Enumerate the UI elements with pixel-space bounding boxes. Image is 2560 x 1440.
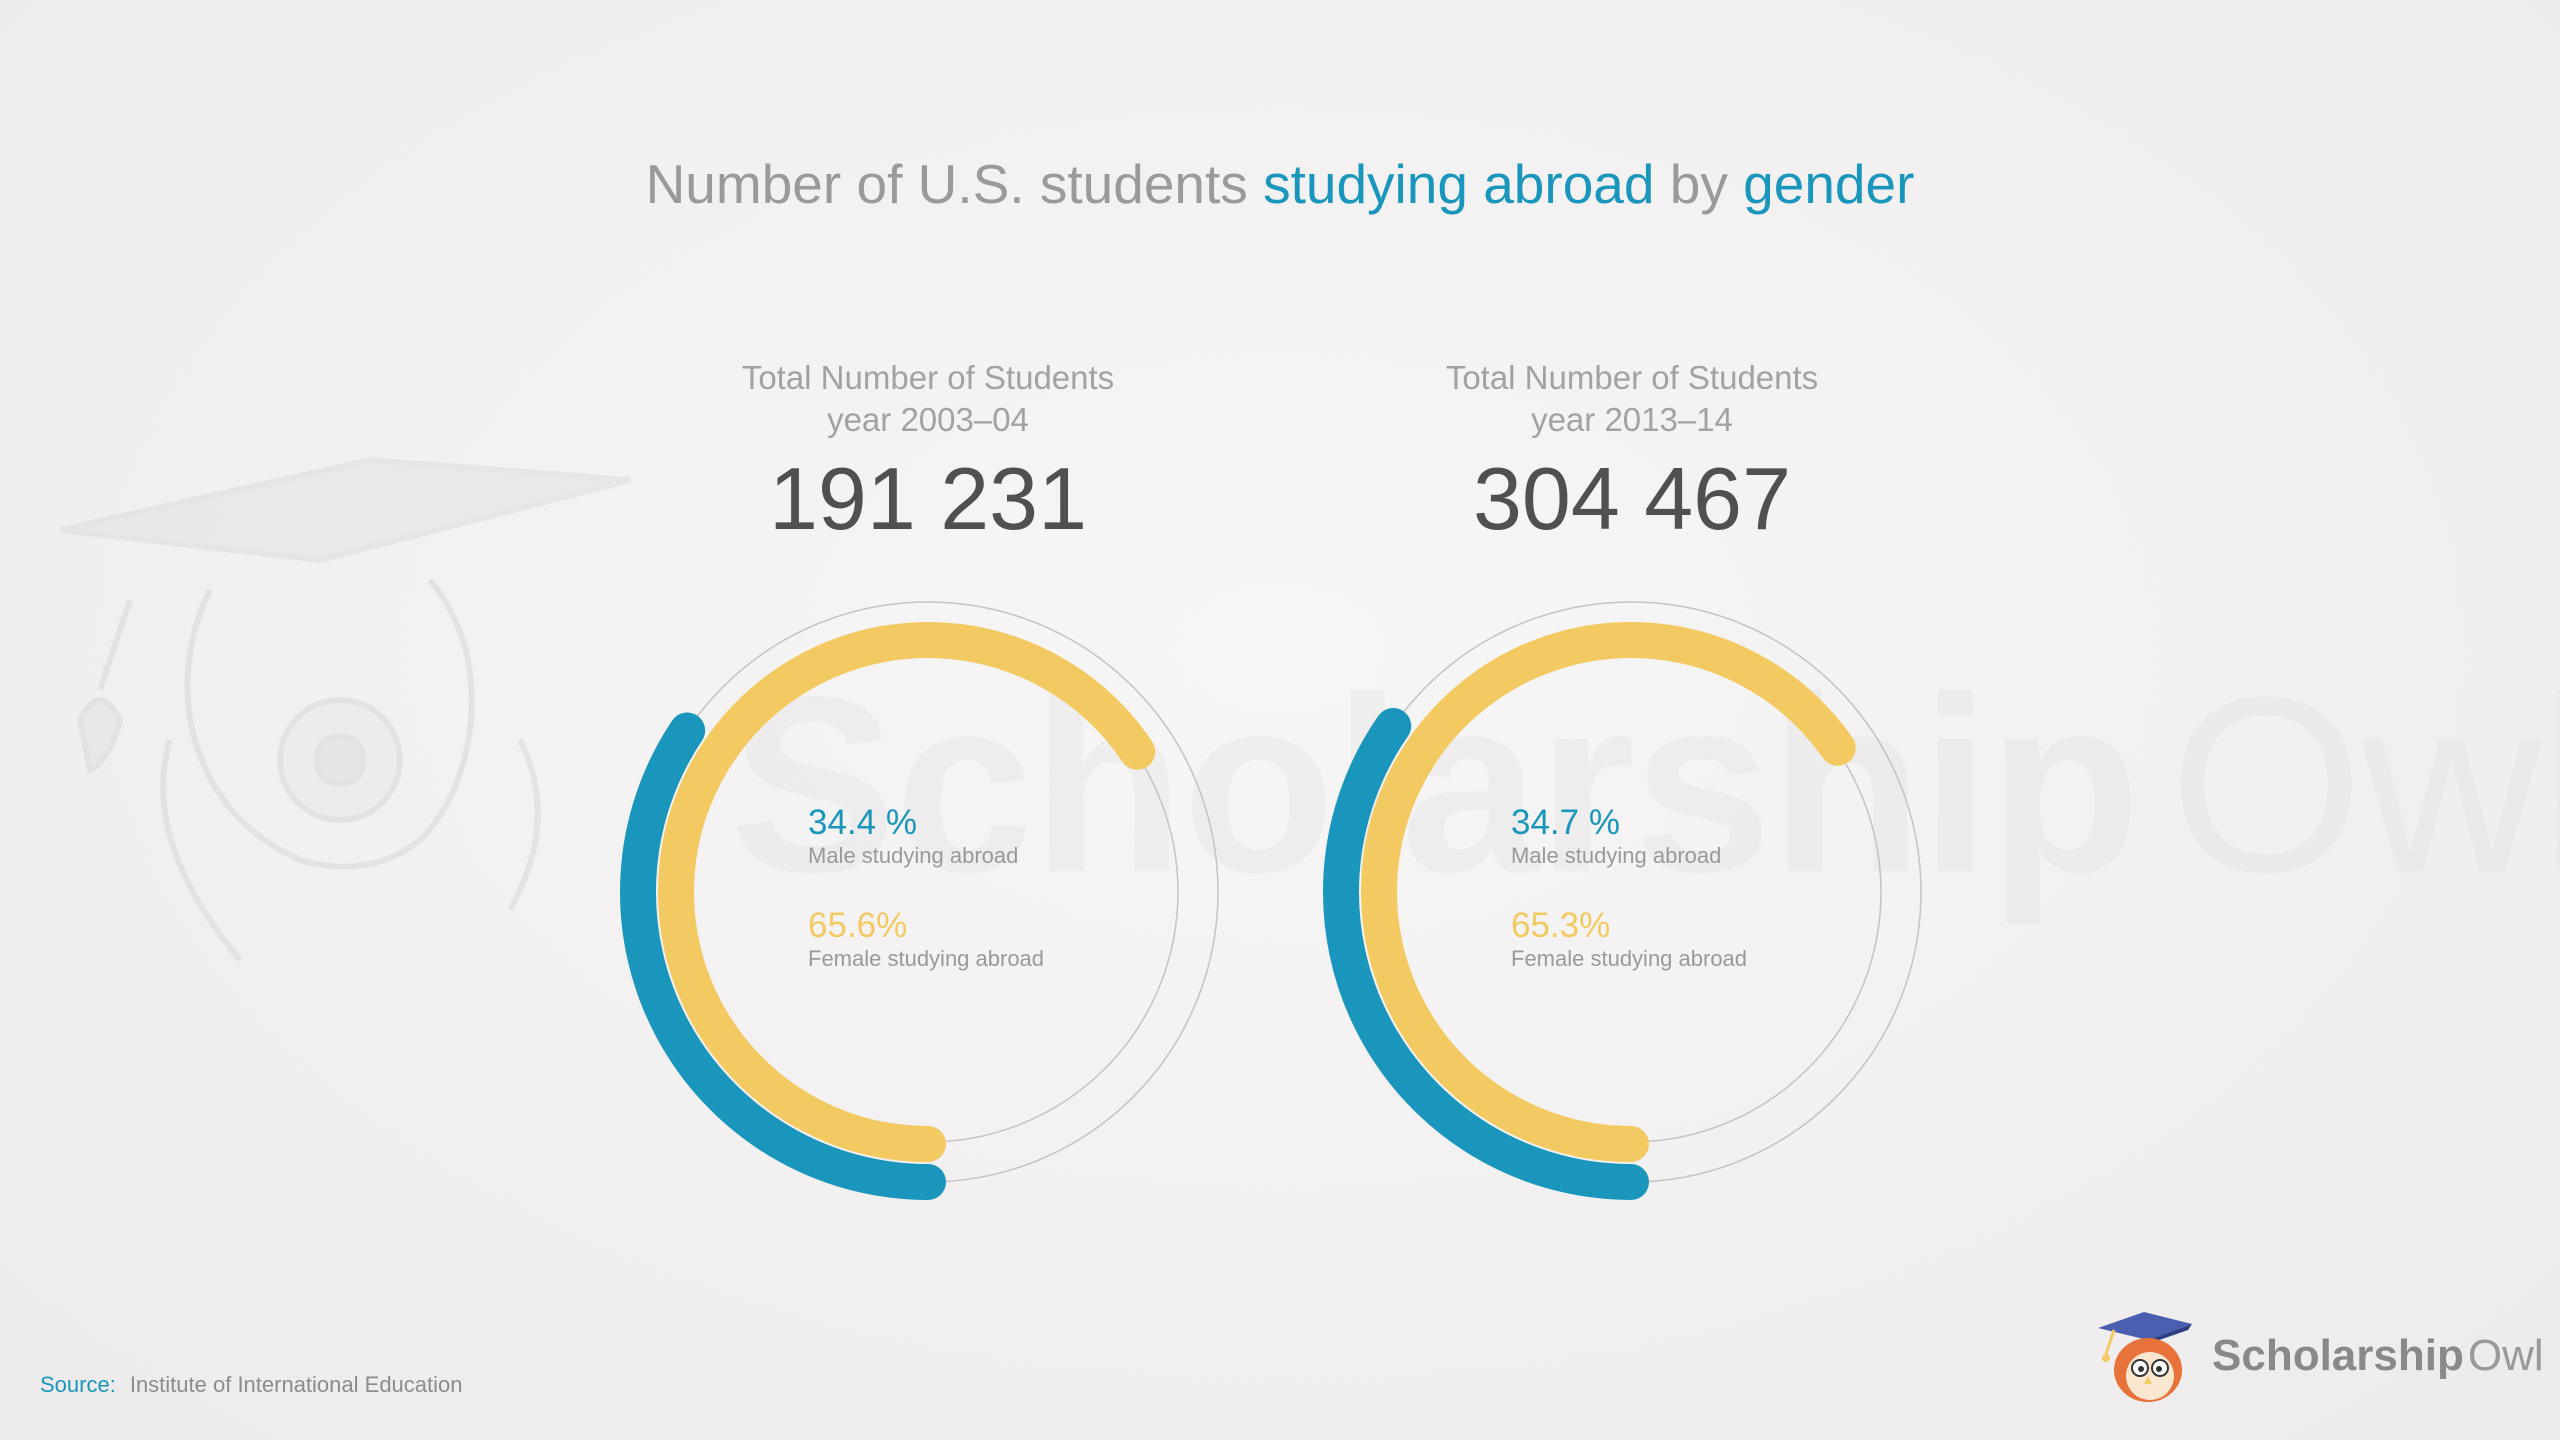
panel-1-title: Total Number of Students [741, 359, 1115, 396]
watermark-light-word: Owl [2168, 645, 2560, 924]
panel-2-female-value: 65.3% [1511, 906, 1611, 945]
donut-chart-2003 [620, 601, 1219, 1200]
scholarship-owl-logo: ScholarshipOwl [2092, 1306, 2544, 1406]
panel-2-female-stat: 65.3% Female studying abroad [1511, 906, 1747, 972]
source-value: Institute of International Education [129, 1372, 463, 1397]
watermark-bold-word: Scholarship [730, 645, 2141, 924]
panel-2-total: 304 467 [1472, 449, 1792, 548]
male-share-arc [620, 712, 946, 1200]
title-part-2: studying abroad [1263, 153, 1655, 215]
logo-bold-word: Scholarship [2212, 1331, 2464, 1380]
panel-2-title: Total Number of Students [1445, 359, 1819, 396]
panel-1-heading: Total Number of Students year 2003–04 [648, 357, 1208, 441]
panel-1-female-label: Female studying abroad [808, 946, 1045, 971]
logo-wordmark: ScholarshipOwl [2212, 1334, 2544, 1378]
panel-2-heading: Total Number of Students year 2013–14 [1352, 357, 1912, 441]
brand-watermark: Scholarship Owl [730, 660, 2560, 910]
panel-1-male-label: Male studying abroad [808, 843, 1019, 868]
panel-1-female-value: 65.6% [808, 906, 908, 945]
panel-2-male-value: 34.7 % [1511, 803, 1620, 842]
panel-2-female-label: Female studying abroad [1511, 946, 1748, 971]
owl-watermark-icon [59, 456, 631, 962]
logo-light-word: Owl [2467, 1331, 2544, 1380]
panel-1-male-value: 34.4 % [808, 803, 917, 842]
panel-1-year: year 2003–04 [827, 401, 1029, 438]
source-label: Source: [40, 1372, 116, 1397]
female-share-arc [658, 622, 1156, 1162]
panel-2-male-stat: 34.7 % Male studying abroad [1511, 803, 1721, 869]
panel-1-male-stat: 34.4 % Male studying abroad [808, 803, 1018, 869]
page-title: Number of U.S. students studying abroad … [0, 152, 2560, 216]
panel-2-year: year 2013–14 [1531, 401, 1733, 438]
male-share-arc [1323, 707, 1649, 1200]
title-part-4: gender [1743, 153, 1915, 215]
title-part-3: by [1654, 153, 1744, 215]
title-part-1: Number of U.S. students [645, 153, 1264, 215]
panel-1-female-stat: 65.6% Female studying abroad [808, 906, 1044, 972]
source-note: Source: Institute of International Educat… [40, 1372, 463, 1398]
female-share-arc [1361, 622, 1856, 1162]
owl-logo-icon [2098, 1312, 2192, 1402]
panel-2-male-label: Male studying abroad [1511, 843, 1722, 868]
panel-1-total: 191 231 [768, 449, 1088, 548]
donut-chart-2013 [1323, 601, 1922, 1200]
